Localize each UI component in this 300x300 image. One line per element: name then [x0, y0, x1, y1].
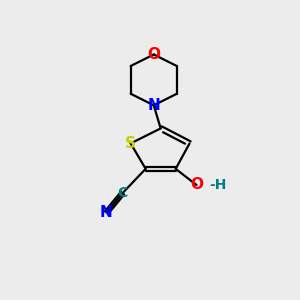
Text: N: N [147, 98, 160, 113]
Text: O: O [147, 47, 160, 62]
Text: O: O [190, 178, 203, 193]
Text: -H: -H [209, 178, 226, 192]
Text: N: N [100, 205, 113, 220]
Text: C: C [117, 186, 128, 200]
Text: S: S [125, 136, 136, 151]
